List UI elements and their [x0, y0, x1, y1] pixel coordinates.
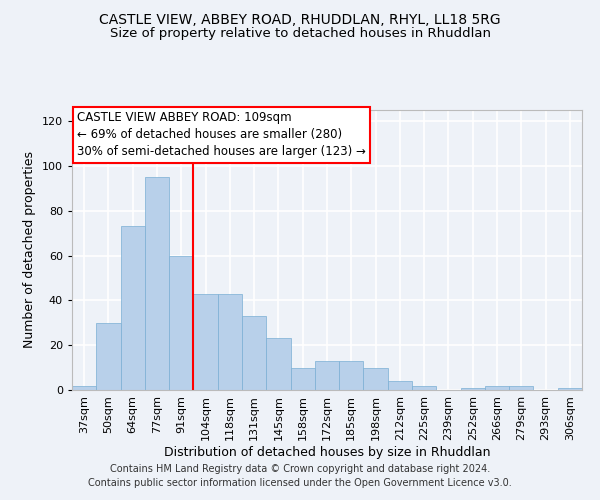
Bar	[558, 388, 582, 390]
Bar	[242, 316, 266, 390]
Text: Contains HM Land Registry data © Crown copyright and database right 2024.
Contai: Contains HM Land Registry data © Crown c…	[88, 464, 512, 487]
Bar	[193, 294, 218, 390]
Bar	[315, 361, 339, 390]
X-axis label: Distribution of detached houses by size in Rhuddlan: Distribution of detached houses by size …	[164, 446, 490, 458]
Bar	[72, 386, 96, 390]
Bar	[266, 338, 290, 390]
Bar	[290, 368, 315, 390]
Y-axis label: Number of detached properties: Number of detached properties	[23, 152, 36, 348]
Bar	[339, 361, 364, 390]
Bar	[169, 256, 193, 390]
Text: CASTLE VIEW, ABBEY ROAD, RHUDDLAN, RHYL, LL18 5RG: CASTLE VIEW, ABBEY ROAD, RHUDDLAN, RHYL,…	[99, 12, 501, 26]
Bar	[364, 368, 388, 390]
Bar	[509, 386, 533, 390]
Bar	[145, 177, 169, 390]
Bar	[121, 226, 145, 390]
Bar	[96, 323, 121, 390]
Bar	[218, 294, 242, 390]
Bar	[485, 386, 509, 390]
Bar	[388, 381, 412, 390]
Text: CASTLE VIEW ABBEY ROAD: 109sqm
← 69% of detached houses are smaller (280)
30% of: CASTLE VIEW ABBEY ROAD: 109sqm ← 69% of …	[77, 112, 366, 158]
Text: Size of property relative to detached houses in Rhuddlan: Size of property relative to detached ho…	[110, 28, 491, 40]
Bar	[412, 386, 436, 390]
Bar	[461, 388, 485, 390]
